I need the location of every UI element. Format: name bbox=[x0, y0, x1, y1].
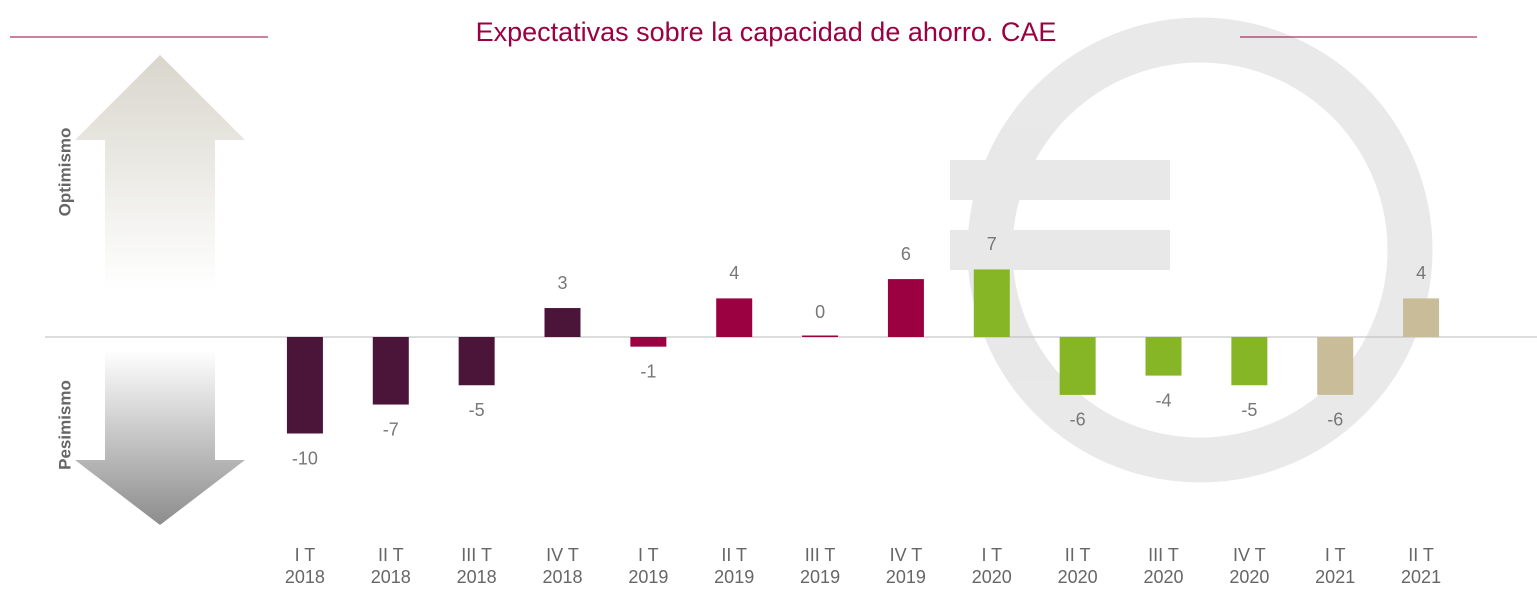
annotation: Optimismo bbox=[55, 128, 74, 217]
chart: Expectativas sobre la capacidad de ahorr… bbox=[0, 0, 1537, 598]
x-tick-label: IV T 2019 bbox=[866, 544, 946, 588]
x-tick-label: I T 2019 bbox=[608, 544, 688, 588]
value-label: -1 bbox=[640, 361, 656, 381]
value-label: 4 bbox=[1416, 263, 1426, 283]
optimism-arrow bbox=[75, 55, 245, 290]
chart-svg: Expectativas sobre la capacidad de ahorr… bbox=[0, 0, 1537, 598]
x-tick-label: I T 2021 bbox=[1295, 544, 1375, 588]
annotation: Pesimismo bbox=[55, 380, 74, 470]
value-label: 4 bbox=[729, 263, 739, 283]
value-label: 6 bbox=[901, 244, 911, 264]
value-label: 0 bbox=[815, 302, 825, 322]
x-tick-label: II T 2021 bbox=[1381, 544, 1461, 588]
value-label: -5 bbox=[469, 400, 485, 420]
x-tick-label: I T 2020 bbox=[952, 544, 1032, 588]
watermark bbox=[950, 40, 1410, 460]
bar bbox=[287, 337, 323, 434]
bar bbox=[888, 279, 924, 337]
bar bbox=[1403, 298, 1439, 337]
bar bbox=[545, 308, 581, 337]
x-tick-label: IV T 2020 bbox=[1209, 544, 1289, 588]
bar bbox=[974, 269, 1010, 337]
x-tick-label: III T 2019 bbox=[780, 544, 860, 588]
bar bbox=[459, 337, 495, 385]
x-tick-label: IV T 2018 bbox=[523, 544, 603, 588]
bar bbox=[630, 337, 666, 347]
value-label: -6 bbox=[1070, 410, 1086, 430]
pessimism-arrow bbox=[75, 350, 245, 525]
value-label: -10 bbox=[292, 448, 318, 468]
value-label: -5 bbox=[1241, 400, 1257, 420]
x-tick-label: III T 2020 bbox=[1124, 544, 1204, 588]
bar bbox=[1146, 337, 1182, 376]
x-tick-label: II T 2020 bbox=[1038, 544, 1118, 588]
bar bbox=[373, 337, 409, 405]
value-label: -7 bbox=[383, 419, 399, 439]
value-label: -6 bbox=[1327, 410, 1343, 430]
x-tick-label: III T 2018 bbox=[437, 544, 517, 588]
bar bbox=[802, 336, 838, 338]
x-tick-label: II T 2018 bbox=[351, 544, 431, 588]
bar bbox=[716, 298, 752, 337]
chart-title: Expectativas sobre la capacidad de ahorr… bbox=[476, 17, 1057, 47]
bar bbox=[1317, 337, 1353, 395]
bar bbox=[1060, 337, 1096, 395]
value-label: -4 bbox=[1155, 390, 1171, 410]
x-tick-label: I T 2018 bbox=[265, 544, 345, 588]
bar bbox=[1231, 337, 1267, 385]
value-label: 7 bbox=[987, 234, 997, 254]
value-label: 3 bbox=[557, 273, 567, 293]
x-tick-label: II T 2019 bbox=[694, 544, 774, 588]
